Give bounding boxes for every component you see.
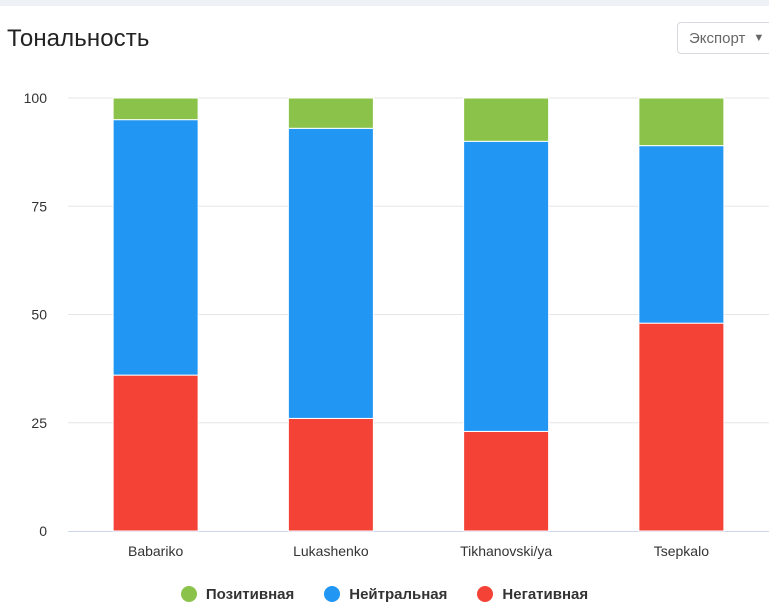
stacked-bar-chart: 0 25 50 75 100 Babariko Lukashenko Tikhanovski/… xyxy=(24,90,769,559)
y-tick-label: 100 xyxy=(24,90,48,106)
export-button-label: Экспорт xyxy=(689,29,746,47)
legend-marker xyxy=(324,586,341,602)
bar-segment xyxy=(287,417,374,532)
x-tick-label: Tsepkalo xyxy=(654,543,709,559)
legend-item-positive[interactable]: Позитивная xyxy=(180,585,295,603)
y-tick-label: 0 xyxy=(39,523,47,539)
bar-segment xyxy=(463,430,550,532)
top-strip xyxy=(0,0,769,6)
page-title: Тональность xyxy=(7,25,150,52)
export-button[interactable]: Экспорт ▼ xyxy=(677,22,769,54)
legend-marker xyxy=(180,586,197,602)
legend-label: Негативная xyxy=(502,585,589,603)
bar-segment xyxy=(463,140,550,432)
legend-item-neutral[interactable]: Нейтральная xyxy=(324,586,447,603)
legend-marker xyxy=(477,586,494,602)
bar-segment xyxy=(638,322,725,532)
bar-segment xyxy=(112,97,199,121)
bar-segment xyxy=(638,97,725,147)
legend-label: Нейтральная xyxy=(349,585,448,603)
x-tick-label: Lukashenko xyxy=(293,543,369,559)
legend-label: Позитивная xyxy=(205,585,295,603)
y-tick-label: 50 xyxy=(31,307,47,323)
y-tick-label: 75 xyxy=(31,198,47,214)
bar-segment xyxy=(112,374,199,532)
chart-legend: Позитивная Нейтральная Негативная xyxy=(0,582,769,606)
bar-segment xyxy=(287,97,374,129)
bar-segment xyxy=(463,97,550,142)
caret-down-icon: ▼ xyxy=(753,32,765,44)
legend-item-negative[interactable]: Негативная xyxy=(477,586,588,603)
y-tick-label: 25 xyxy=(31,415,47,431)
bar-segment xyxy=(287,127,374,419)
bar-segment xyxy=(112,119,199,376)
x-tick-label: Babariko xyxy=(128,543,183,559)
x-tick-label: Tikhanovski/ya xyxy=(460,543,552,559)
bar-segment xyxy=(638,145,725,324)
